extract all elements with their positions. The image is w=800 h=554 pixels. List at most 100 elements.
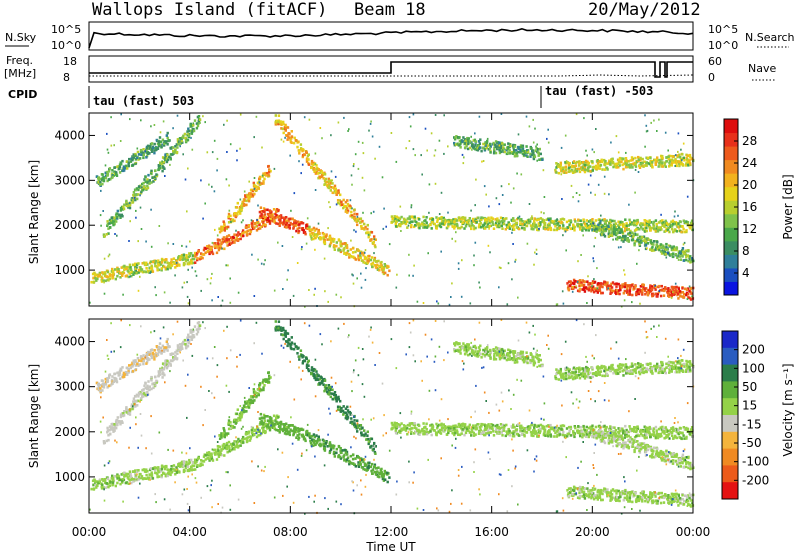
echo-cell: [123, 267, 126, 271]
echo-cell: [126, 269, 129, 272]
cpid-label: CPID: [8, 88, 37, 101]
echo-cell: [235, 421, 238, 424]
echo-cell: [640, 239, 643, 242]
echo-cell: [322, 171, 325, 175]
echo-cell: [234, 238, 238, 242]
echo-cell: [679, 162, 683, 166]
echo-cell: [236, 212, 239, 216]
echo-cell: [169, 157, 172, 161]
echo-cell: [617, 224, 620, 228]
echo-cell: [512, 219, 515, 223]
echo-cell: [301, 155, 304, 159]
echo-cell: [331, 444, 334, 447]
echo-cell: [264, 415, 267, 418]
noise-cell: [257, 222, 259, 225]
echo-cell: [658, 244, 662, 248]
echo-cell: [339, 244, 343, 248]
echo-cell: [579, 162, 582, 165]
echo-cell: [508, 227, 511, 230]
noise-cell: [517, 296, 519, 299]
echo-cell: [161, 162, 164, 165]
echo-cell: [484, 227, 487, 230]
echo-cell: [465, 221, 468, 224]
noise-cell: [211, 151, 214, 154]
echo-cell: [380, 266, 384, 269]
echo-cell: [517, 216, 520, 220]
echo-cell: [386, 264, 389, 268]
noise-cell: [607, 287, 609, 290]
echo-cell: [268, 428, 272, 432]
echo-cell: [340, 200, 343, 204]
echo-cell: [472, 220, 475, 223]
echo-cell: [590, 289, 593, 293]
echo-cell: [485, 220, 489, 223]
echo-cell: [222, 442, 226, 446]
echo-cell: [269, 219, 272, 222]
echo-cell: [339, 447, 342, 450]
echo-cell: [99, 180, 102, 184]
echo-cell: [344, 204, 347, 208]
echo-cell: [658, 158, 661, 162]
echo-cell: [220, 241, 223, 244]
echo-cell: [609, 292, 612, 295]
echo-cell: [312, 163, 315, 167]
echo-cell: [267, 421, 271, 425]
echo-cell: [360, 458, 363, 462]
echo-cell: [248, 435, 251, 438]
echo-cell: [492, 141, 495, 145]
echo-cell: [95, 279, 98, 282]
echo-cell: [233, 440, 236, 443]
echo-cell: [361, 219, 364, 223]
echo-cell: [285, 216, 288, 219]
echo-cell: [121, 273, 124, 276]
echo-cell: [135, 187, 139, 190]
echo-cell: [140, 269, 143, 273]
noise-cell: [381, 176, 384, 179]
echo-cell: [632, 232, 635, 236]
echo-cell: [539, 217, 543, 220]
echo-cell: [186, 262, 190, 265]
noise-cell: [645, 130, 648, 133]
echo-cell: [682, 219, 685, 223]
echo-cell: [198, 257, 202, 261]
echo-cell: [635, 290, 638, 294]
echo-cell: [593, 280, 597, 284]
echo-cell: [382, 269, 385, 272]
echo-cell: [404, 218, 407, 222]
noise-cell: [103, 292, 106, 295]
echo-cell: [677, 226, 681, 229]
noise-cell: [615, 135, 618, 138]
noise-cell: [314, 287, 316, 290]
noise-cell: [116, 234, 118, 237]
noise-cell: [248, 180, 250, 183]
echo-cell: [331, 182, 334, 185]
echo-cell: [339, 457, 343, 460]
echo-cell: [382, 479, 386, 482]
echo-cell: [503, 218, 506, 221]
echo-cell: [627, 293, 630, 296]
echo-cell: [359, 460, 362, 464]
echo-cell: [663, 225, 666, 229]
echo-cell: [474, 217, 477, 221]
noise-cell: [677, 258, 680, 261]
echo-cell: [468, 217, 471, 220]
echo-cell: [650, 287, 654, 290]
noise-cell: [190, 136, 192, 139]
echo-cell: [182, 253, 186, 257]
echo-cell: [533, 217, 536, 220]
echo-cell: [396, 218, 399, 222]
echo-cell: [362, 458, 365, 461]
power-colorbar-tick-label: 16: [742, 200, 757, 214]
echo-cell: [114, 484, 117, 488]
echo-cell: [296, 427, 300, 430]
noise-cell: [535, 253, 538, 255]
freq-strip: Freq. [MHz] 18 8 60 0 Nave: [4, 54, 776, 84]
echo-cell: [255, 188, 258, 192]
noise-cell: [680, 148, 682, 151]
echo-cell: [191, 254, 195, 257]
echo-cell: [559, 163, 562, 167]
echo-cell: [363, 464, 367, 468]
echo-cell: [685, 220, 688, 223]
echo-cell: [219, 244, 222, 247]
echo-cell: [299, 143, 303, 146]
